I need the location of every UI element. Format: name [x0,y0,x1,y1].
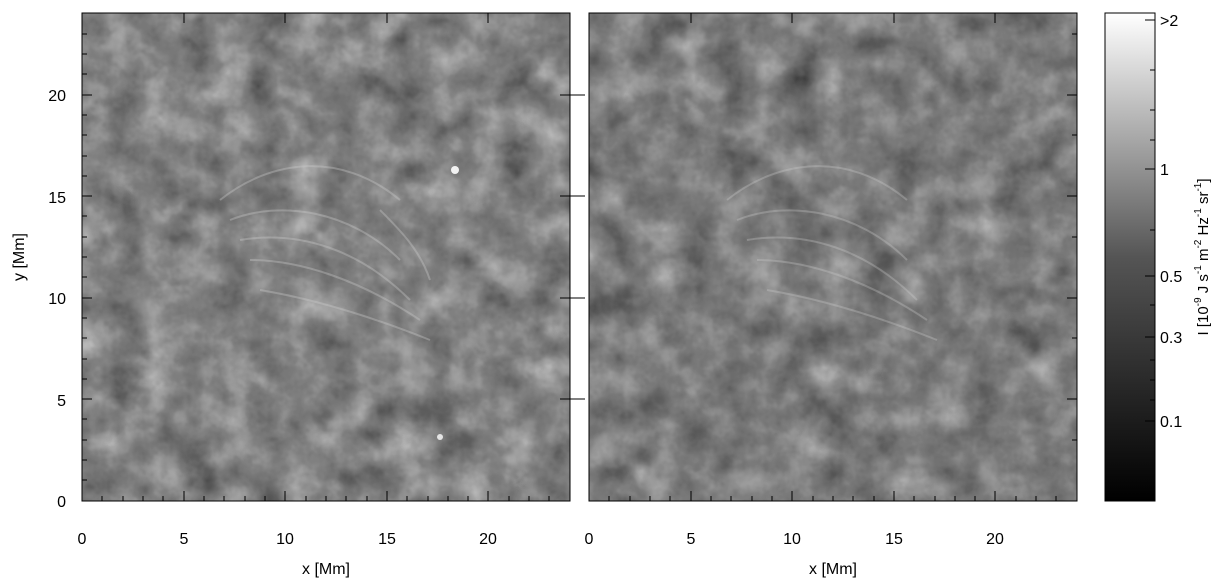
left-x-tick-label: 20 [479,531,497,548]
y-tick-label: 10 [48,291,66,308]
colorbar [1104,12,1156,502]
right-x-tick-label: 20 [986,531,1004,548]
intensity-map-left [82,13,570,501]
colorbar-tick-label: 0.3 [1160,330,1182,347]
colorbar-tick-label: >2 [1160,13,1178,30]
y-tick-label: 0 [57,494,66,511]
colorbar-ticks [1145,19,1155,422]
right-y-ticks [1067,33,1077,441]
left-y-ticks [82,33,585,502]
colorbar-tick-label: 0.1 [1160,414,1182,431]
right-x-tick-label: 0 [585,531,594,548]
right-x-axis-label: x [Mm] [809,561,857,578]
left-x-ticks [81,13,550,501]
colorbar-tick-label: 0.5 [1160,269,1182,286]
left-x-tick-label: 15 [378,531,396,548]
left-x-tick-label: 5 [180,531,189,548]
right-x-tick-label: 10 [783,531,801,548]
y-axis-label: y [Mm] [11,233,28,281]
y-tick-label: 15 [48,190,66,207]
right-x-tick-label: 15 [885,531,903,548]
right-x-tick-label: 5 [687,531,696,548]
left-x-tick-label: 0 [78,531,87,548]
intensity-map-right [589,13,1077,501]
y-tick-label: 5 [57,393,66,410]
right-x-ticks [588,13,1057,501]
left-x-tick-label: 10 [276,531,294,548]
colorbar-tick-label: 1 [1160,162,1169,179]
colorbar-label: I [10-9 J s-1 m-2 Hz-1 sr-1] [1193,178,1212,335]
y-tick-label: 20 [48,88,66,105]
left-x-axis-label: x [Mm] [302,561,350,578]
